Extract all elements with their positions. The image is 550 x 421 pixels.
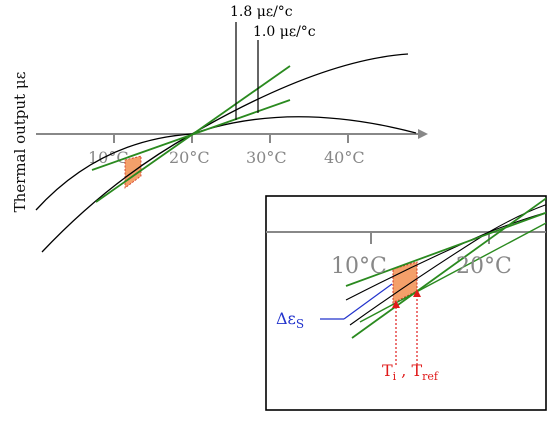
inset-tangent-shallow xyxy=(345,211,546,287)
temp-arrow-i xyxy=(392,300,400,308)
temp-label: Ti , Tref xyxy=(382,361,439,383)
inset-tangent-steep xyxy=(351,197,546,339)
tangent-shallow xyxy=(91,99,291,171)
strain-label: ΔεS xyxy=(276,309,304,331)
inset-tangent-mid xyxy=(359,222,546,323)
inset-tick-label-10: 10°C xyxy=(331,254,387,279)
temp-arrow-ref xyxy=(413,289,421,297)
slope-label-lower: 1.0 με/°c xyxy=(253,24,316,40)
main-tick-label-30: 30°C xyxy=(246,148,287,167)
y-axis-label: Thermal output με xyxy=(11,71,29,213)
main-plot: 10°C 20°C 30°C 40°C 1.8 με/°c 1.0 με/°c xyxy=(35,4,428,253)
main-axis-arrow xyxy=(418,129,428,139)
slope-label-upper: 1.8 με/°c xyxy=(230,4,293,20)
curve-upper xyxy=(35,53,409,211)
inset-plot: 10°C 20°C ΔεS Ti , Tref xyxy=(265,195,547,411)
inset-tick-label-20: 20°C xyxy=(456,254,512,279)
main-tick-label-40: 40°C xyxy=(324,148,365,167)
main-tick-label-10: 10°C xyxy=(88,148,129,167)
main-tick-label-20: 20°C xyxy=(169,148,210,167)
strain-pointer-diag xyxy=(343,283,393,320)
